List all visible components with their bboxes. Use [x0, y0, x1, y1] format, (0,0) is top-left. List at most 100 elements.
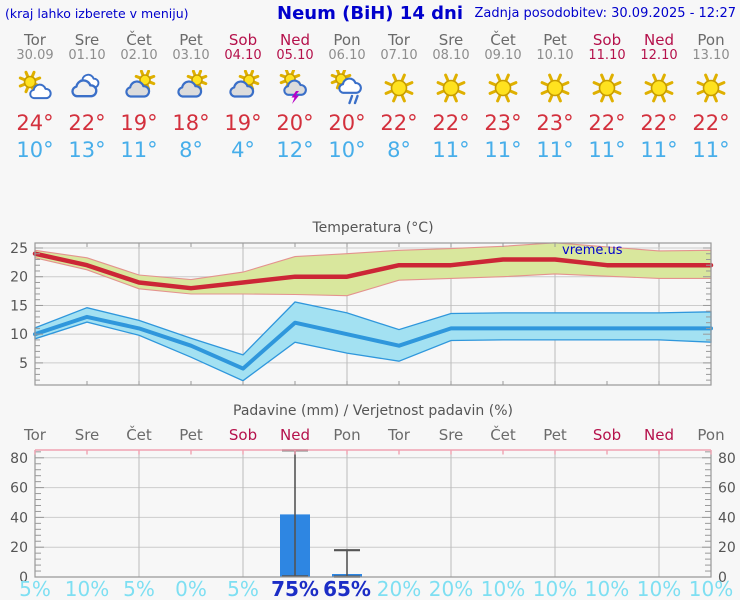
sunny-icon — [488, 73, 518, 103]
thunder-icon — [269, 68, 322, 106]
day-name: Pon — [333, 31, 361, 49]
thunder-icon — [279, 68, 307, 104]
precip-day-label: Sre — [439, 426, 464, 444]
svg-text:20: 20 — [10, 540, 28, 556]
day-column: Pon 06.10 20° 10° — [321, 32, 374, 163]
mostly-cloudy-icon — [229, 69, 260, 98]
svg-text:0: 0 — [718, 570, 727, 586]
sunny-icon — [644, 73, 674, 103]
low-temperature: 11° — [120, 138, 158, 162]
page-title: Neum (BiH) 14 dni — [277, 3, 463, 24]
sunny-icon — [425, 70, 478, 106]
day-column: Pet 03.10 18° 8° — [165, 32, 218, 163]
precip-day-label: Pon — [697, 426, 724, 444]
day-date: 12.10 — [640, 48, 678, 63]
precip-probability: 10% — [637, 577, 681, 600]
high-temperature: 24° — [16, 111, 54, 135]
partly-sunny-icon — [9, 70, 62, 106]
day-date: 13.10 — [692, 48, 730, 63]
sunny-icon — [696, 73, 726, 103]
sunny-icon — [373, 70, 426, 106]
day-date: 01.10 — [68, 48, 106, 63]
day-name: Sob — [592, 31, 622, 49]
day-name: Čet — [490, 31, 516, 49]
mostly-cloudy-icon — [165, 69, 218, 106]
day-column: Pon 13.10 22° 11° — [685, 32, 738, 163]
low-temperature: 8° — [387, 138, 411, 162]
day-date: 09.10 — [484, 48, 522, 63]
day-column: Čet 09.10 23° 11° — [477, 32, 530, 163]
svg-text:5: 5 — [19, 356, 28, 372]
svg-text:40: 40 — [10, 510, 28, 526]
rain-icon — [330, 68, 362, 105]
precip-probability: 5% — [123, 577, 155, 600]
svg-text:80: 80 — [10, 451, 28, 467]
day-date: 11.10 — [588, 48, 626, 63]
sunny-icon — [633, 70, 686, 106]
day-date: 10.10 — [536, 48, 574, 63]
precip-day-label: Čet — [490, 425, 516, 444]
day-column: Ned 05.10 20° 12° — [269, 32, 322, 163]
day-column: Sob 04.10 19° 4° — [217, 32, 270, 163]
day-name: Tor — [24, 31, 46, 49]
mostly-cloudy-icon — [113, 69, 166, 106]
day-name: Ned — [280, 31, 310, 49]
svg-text:0: 0 — [19, 570, 28, 586]
precip-probability: 10% — [585, 577, 629, 600]
day-column: Pet 10.10 23° 11° — [529, 32, 582, 163]
precip-day-label: Ned — [644, 426, 674, 444]
day-column: Ned 12.10 22° 11° — [633, 32, 686, 163]
svg-text:10: 10 — [10, 327, 28, 343]
day-name: Čet — [126, 31, 152, 49]
precip-day-label: Pet — [543, 426, 567, 444]
high-temperature: 19° — [120, 111, 158, 135]
day-column: Sre 08.10 22° 11° — [425, 32, 478, 163]
svg-text:20: 20 — [718, 540, 736, 556]
precip-day-label: Tor — [387, 426, 411, 444]
low-temperature: 13° — [68, 138, 106, 162]
svg-text:80: 80 — [718, 451, 736, 467]
svg-text:60: 60 — [718, 481, 736, 497]
cloudy-icon — [71, 73, 100, 98]
sunny-icon — [529, 70, 582, 106]
high-temperature: 20° — [328, 111, 366, 135]
precipitation-chart-title: Padavine (mm) / Verjetnost padavin (%) — [233, 403, 513, 419]
low-temperature: 11° — [432, 138, 470, 162]
high-temperature: 22° — [380, 111, 418, 135]
temperature-chart-title: Temperatura (°C) — [312, 220, 434, 236]
high-temperature: 19° — [224, 111, 262, 135]
svg-text:20: 20 — [10, 270, 28, 286]
sunny-icon — [592, 73, 622, 103]
precip-probability: 20% — [429, 577, 473, 600]
precipitation-chart: Tor Sre Čet Pet Sob Ned Pon Tor Sre Čet Pet Sob Ned P… — [10, 425, 736, 600]
low-temperature: 11° — [484, 138, 522, 162]
day-date: 06.10 — [328, 48, 366, 63]
precip-probability: 65% — [323, 577, 371, 600]
watermark-link[interactable]: vreme.us — [562, 243, 623, 258]
day-column: Čet 02.10 19° 11° — [113, 32, 166, 163]
precip-day-label: Čet — [126, 425, 152, 444]
low-temperature: 12° — [276, 138, 314, 162]
svg-text:40: 40 — [718, 510, 736, 526]
day-column: Tor 30.09 24° 10° — [9, 32, 62, 163]
day-name: Sre — [74, 31, 100, 49]
rain-icon — [321, 68, 374, 106]
mostly-cloudy-icon — [177, 69, 208, 98]
day-date: 08.10 — [432, 48, 470, 63]
high-temperature: 22° — [692, 111, 730, 135]
low-temperature: 11° — [692, 138, 730, 162]
day-name: Ned — [644, 31, 674, 49]
low-temperature: 8° — [179, 138, 203, 162]
low-temperature: 11° — [640, 138, 678, 162]
high-temperature: 18° — [172, 111, 210, 135]
high-temperature: 23° — [536, 111, 574, 135]
precip-probability: 10% — [65, 577, 109, 600]
day-date: 02.10 — [120, 48, 158, 63]
high-temperature: 20° — [276, 111, 314, 135]
sunny-icon — [685, 70, 738, 106]
precip-day-label: Ned — [280, 426, 310, 444]
svg-text:60: 60 — [10, 481, 28, 497]
precip-probability: 20% — [377, 577, 421, 600]
svg-text:25: 25 — [10, 241, 28, 257]
day-date: 07.10 — [380, 48, 418, 63]
